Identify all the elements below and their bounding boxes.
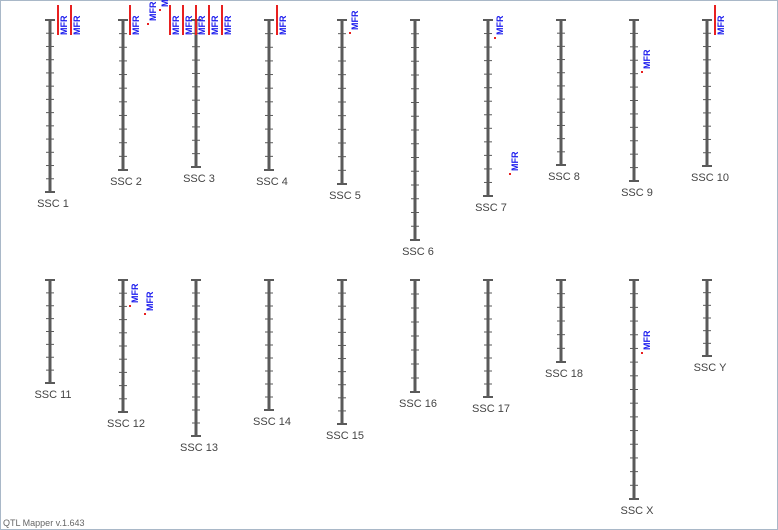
- chromosome-label: SSC 7: [475, 202, 507, 214]
- qtl-label: MFR: [184, 15, 194, 35]
- qtl-peak: [349, 32, 351, 34]
- qtl-peak: [129, 305, 131, 307]
- qtl-label: MFR: [171, 15, 181, 35]
- qtl-label: MFR: [210, 15, 220, 35]
- chromosome-label: SSC 12: [107, 418, 145, 430]
- version: QTL Mapper v.1.643: [3, 518, 85, 528]
- chromosome: [267, 20, 271, 170]
- qtl-label: MFR: [223, 15, 233, 35]
- qtl-peak: [641, 71, 643, 73]
- chromosome-label: SSC 14: [253, 416, 291, 428]
- chromosome-label: SSC 17: [472, 403, 510, 415]
- chromosome-label: SSC 3: [183, 173, 215, 185]
- chromosome-label: SSC 2: [110, 176, 142, 188]
- chromosome-label: SSC 10: [691, 172, 729, 184]
- chromosome: [48, 20, 52, 192]
- qtl-label: MFR: [642, 330, 652, 350]
- chromosome: [486, 280, 490, 397]
- chromosome-label: SSC 5: [329, 190, 361, 202]
- qtl-label: MFR: [72, 15, 82, 35]
- chromosome-label: SSC 15: [326, 430, 364, 442]
- qtl-peak: [509, 173, 511, 175]
- qtl-label: MFR: [350, 10, 360, 30]
- chromosome-label: SSC 16: [399, 398, 437, 410]
- chromosome: [559, 20, 563, 165]
- qtl-label: MFR: [716, 15, 726, 35]
- qtl-peak: [641, 352, 643, 354]
- chromosome: [705, 20, 709, 166]
- qtl-label: MFR: [495, 15, 505, 35]
- chromosome-label: SSC 11: [34, 389, 71, 401]
- chromosome-label: SSC 4: [256, 176, 288, 188]
- qtl-peak: [147, 23, 149, 25]
- chromosome-label: SSC 6: [402, 246, 434, 258]
- chromosome-label: SSC 9: [621, 187, 653, 199]
- chromosome-label: SSC 1: [37, 198, 69, 210]
- qtl-label: MFR: [148, 1, 158, 21]
- chromosome: [121, 20, 125, 170]
- qtl-label: MFR: [59, 15, 69, 35]
- qtl-peak: [159, 9, 161, 11]
- qtl-label: MFR: [278, 15, 288, 35]
- qtl-label: MFR: [160, 0, 170, 7]
- chromosome-label: SSC X: [620, 505, 654, 517]
- chromosome-label: SSC 13: [180, 442, 218, 454]
- qtl-label: MFR: [145, 291, 155, 311]
- qtl-label: MFR: [197, 15, 207, 35]
- chromosome: [486, 20, 490, 196]
- qtl-label: MFR: [131, 15, 141, 35]
- qtl-peak: [494, 37, 496, 39]
- qtl-label: MFR: [510, 151, 520, 171]
- qtl-label: MFR: [642, 49, 652, 69]
- chromosome-label: SSC 8: [548, 171, 580, 183]
- chromosome-label: SSC 18: [545, 368, 583, 380]
- chromosome: [340, 280, 344, 424]
- qtl-peak: [144, 313, 146, 315]
- qtl-label: MFR: [130, 283, 140, 303]
- chromosome-label: SSC Y: [694, 362, 727, 374]
- chromosome: [194, 20, 198, 167]
